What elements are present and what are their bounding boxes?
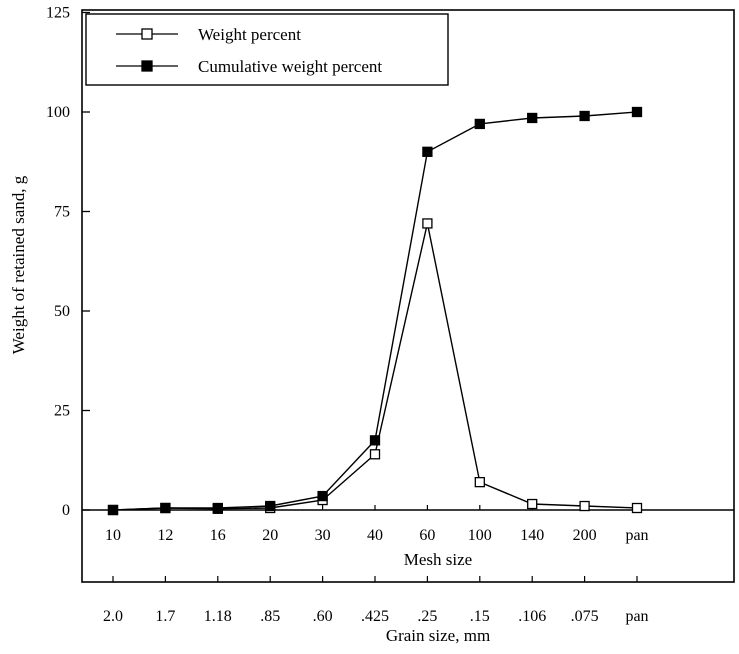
x-axis-title-secondary: Grain size, mm: [386, 626, 490, 645]
x-tick-label: 100: [468, 527, 492, 544]
data-point-cumulative: [160, 502, 171, 514]
x-tick-label: 16: [210, 527, 226, 544]
x-tick-label: 200: [573, 527, 597, 544]
x-tick-label: 60: [419, 527, 435, 544]
y-tick-label: 0: [62, 502, 70, 519]
data-point-cumulative: [422, 146, 433, 157]
data-point-cumulative: [317, 490, 328, 502]
x-secondary-tick-label: 1.18: [204, 608, 232, 625]
legend: Weight percent Cumulative weight percent: [85, 13, 449, 86]
y-axis-ticks: 0 25 50 75 100 125: [46, 5, 90, 519]
y-axis-title: Weight of retained sand, g: [9, 175, 28, 354]
y-tick-label: 100: [46, 104, 70, 121]
legend-label-weight: Weight percent: [198, 25, 301, 44]
legend-box: [85, 13, 449, 86]
x-secondary-tick-label: 2.0: [103, 608, 123, 625]
x-secondary-tick-label: .425: [361, 608, 389, 625]
legend-marker-weight: [141, 28, 153, 40]
data-point-weight: [369, 449, 381, 460]
x-tick-label: pan: [625, 527, 648, 544]
data-point-weight: [474, 476, 485, 488]
x-secondary-tick-label: .106: [518, 608, 546, 625]
data-point-cumulative: [474, 118, 485, 130]
y-tick-label: 50: [54, 303, 70, 320]
x-secondary-tick-label: .25: [417, 608, 437, 625]
y-tick-label: 25: [54, 403, 70, 420]
data-point-cumulative: [631, 106, 643, 118]
x-tick-label: 12: [157, 527, 173, 544]
x-secondary-tick-label: .075: [571, 608, 599, 625]
y-tick-label: 125: [46, 5, 70, 22]
data-point-cumulative: [107, 504, 119, 516]
legend-label-cumulative: Cumulative weight percent: [198, 57, 382, 76]
x-secondary-tick-label: 1.7: [155, 608, 175, 625]
x-axis-title: Mesh size: [404, 550, 472, 569]
y-tick-label: 75: [54, 204, 70, 221]
x-secondary-tick-label: .85: [260, 608, 280, 625]
x-tick-label: 40: [367, 527, 383, 544]
plot-frame: [81, 9, 735, 583]
x-secondary-tick-label: .15: [470, 608, 490, 625]
x-secondary-tick-label: pan: [625, 608, 648, 625]
data-point-cumulative: [527, 112, 538, 124]
series-line-weight: [112, 223, 638, 511]
x-tick-label: 30: [315, 527, 331, 544]
data-point-cumulative: [265, 500, 276, 512]
data-point-weight: [422, 218, 433, 229]
x-secondary-tick-label: .60: [313, 608, 333, 625]
x-tick-label: 10: [105, 527, 121, 544]
x-tick-label: 140: [520, 527, 544, 544]
data-point-cumulative: [579, 110, 590, 122]
legend-marker-cumulative: [141, 60, 153, 72]
data-point-weight: [631, 502, 643, 514]
x-tick-label: 20: [262, 527, 278, 544]
x-axis-ticks: 10 12 16 20 30 40 60 100 140 200 pan 2.0 1.7 1.18 .85.…: [82, 505, 734, 625]
data-point-weight: [527, 498, 538, 510]
series-points: [107, 106, 643, 516]
data-point-cumulative: [369, 435, 381, 446]
data-point-weight: [579, 500, 590, 512]
data-point-cumulative: [212, 502, 223, 514]
